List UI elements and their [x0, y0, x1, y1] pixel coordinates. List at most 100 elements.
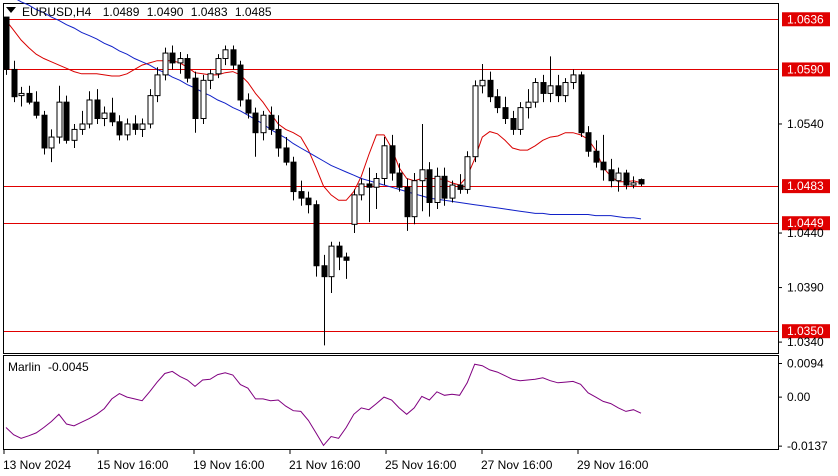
candle-body-29	[222, 49, 229, 60]
price-tick-0: 1.0540	[787, 117, 824, 131]
candle-70	[532, 78, 539, 108]
time-tick-1: 15 Nov 16:00	[97, 458, 169, 472]
candle-body-84	[638, 179, 645, 185]
candle-41	[313, 200, 320, 277]
candle-body-38	[290, 161, 297, 193]
level-badge-bg-1	[782, 62, 830, 77]
chart-menu-arrow-icon[interactable]	[6, 7, 16, 13]
price-levels	[4, 19, 778, 332]
candle-body-72	[547, 85, 554, 94]
price-panel-frame	[3, 3, 779, 354]
overlay-line-1	[16, 0, 642, 220]
candle-body-5	[41, 114, 48, 149]
candle-body-47	[358, 183, 365, 196]
candle-body-53	[404, 186, 411, 218]
marlin-series	[5, 363, 642, 447]
ohlc-high: 1.0490	[147, 5, 184, 19]
candle-body-68	[517, 107, 524, 130]
candle-body-58	[441, 175, 448, 199]
candle-45	[343, 252, 350, 279]
candle-body-77	[585, 132, 592, 152]
candle-62	[472, 80, 479, 163]
price-tick-3: 1.0340	[787, 335, 824, 349]
candle-body-31	[237, 64, 244, 101]
candle-body-57	[434, 175, 441, 203]
indicator-name: Marlin	[8, 360, 41, 374]
candle-body-13	[101, 112, 108, 120]
candle-body-39	[298, 191, 305, 199]
candle-body-55	[419, 169, 426, 182]
candle-body-9	[71, 128, 78, 141]
candle-44	[336, 241, 343, 271]
candle-17	[132, 115, 139, 135]
candle-body-69	[525, 101, 532, 109]
candle-4	[33, 91, 40, 119]
time-tick-2: 19 Nov 16:00	[193, 458, 265, 472]
candlestick-series	[3, 16, 645, 346]
candle-body-66	[502, 107, 509, 120]
candle-15	[116, 115, 123, 141]
candle-73	[555, 74, 562, 103]
candle-38	[290, 156, 297, 201]
candle-body-54	[411, 180, 418, 218]
time-axis: 13 Nov 2024 15 Nov 16:00 19 Nov 16:00 21 No…	[3, 449, 649, 472]
level-badge-2: 1.0483	[787, 179, 824, 193]
candle-0	[3, 16, 10, 75]
candle-body-3	[26, 92, 33, 103]
price-axis: 1.0540 1.0440 1.0390 1.0340	[778, 117, 824, 349]
candle-body-82	[623, 172, 630, 186]
candle-61	[464, 151, 471, 194]
candle-body-37	[283, 147, 290, 163]
candle-48	[366, 167, 373, 223]
level-badge-bg-4	[782, 324, 830, 339]
candle-52	[396, 163, 403, 192]
candle-body-24	[184, 58, 191, 79]
symbol-label: EURUSD,H4	[22, 5, 92, 19]
candle-body-4	[33, 101, 40, 116]
candle-body-81	[615, 172, 622, 182]
candle-25	[192, 71, 199, 133]
candle-body-25	[192, 77, 199, 120]
candle-19	[147, 89, 154, 129]
candle-body-52	[396, 172, 403, 188]
overlay-line-0	[5, 20, 642, 201]
candle-13	[101, 106, 108, 127]
candle-75	[570, 69, 577, 90]
time-tick-0: 13 Nov 2024	[3, 458, 71, 472]
candle-body-71	[540, 82, 547, 94]
candle-body-40	[305, 197, 312, 206]
candle-1	[11, 60, 18, 103]
candle-21	[162, 47, 169, 81]
indicator-tick-0: 0.0094	[787, 357, 824, 371]
candle-9	[71, 123, 78, 148]
candle-67	[510, 110, 517, 135]
candle-body-26	[200, 79, 207, 120]
candle-body-51	[389, 145, 396, 174]
indicator-value: -0.0045	[48, 360, 89, 374]
level-badge-1: 1.0590	[787, 62, 824, 76]
candle-49	[373, 173, 380, 210]
candle-body-74	[562, 82, 569, 97]
candle-10	[79, 110, 86, 135]
time-tick-4: 25 Nov 16:00	[385, 458, 457, 472]
level-badge-0: 1.0636	[787, 12, 824, 26]
candle-37	[283, 137, 290, 166]
candle-59	[449, 180, 456, 203]
candle-57	[434, 167, 441, 210]
candle-body-61	[464, 156, 471, 190]
candle-body-48	[366, 183, 373, 188]
candle-50	[381, 137, 388, 186]
candle-body-14	[109, 112, 116, 123]
time-tick-6: 29 Nov 16:00	[577, 458, 649, 472]
candle-body-70	[532, 82, 539, 103]
candle-40	[305, 191, 312, 214]
candle-body-1	[11, 68, 18, 98]
level-badge-4: 1.0350	[787, 324, 824, 338]
candle-12	[94, 89, 101, 124]
indicator-axis: 0.0094 0.00 -0.0137	[778, 357, 828, 453]
ohlc-close: 1.0485	[235, 5, 272, 19]
candle-body-67	[510, 118, 517, 130]
candle-71	[540, 74, 547, 103]
candle-body-41	[313, 204, 320, 267]
candle-84	[638, 178, 645, 187]
